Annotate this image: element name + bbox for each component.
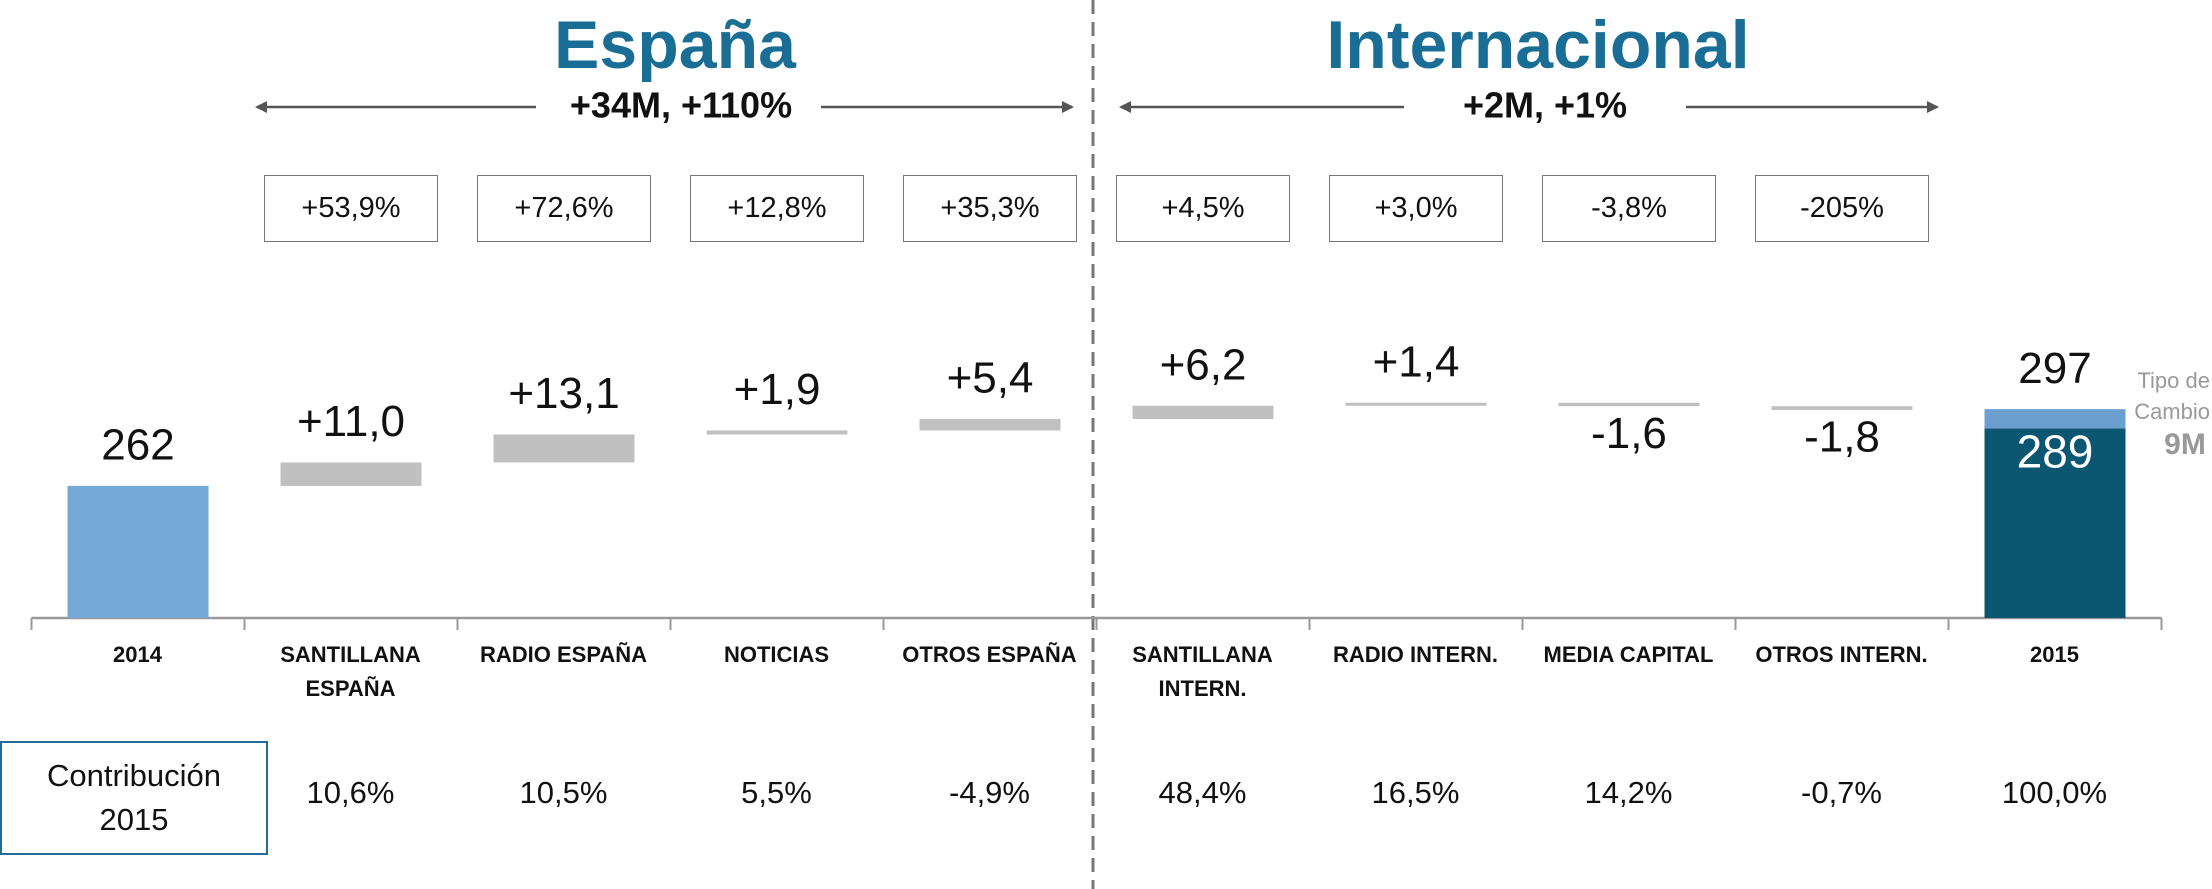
group-title: Internacional [1326, 7, 1749, 83]
bar [1345, 402, 1487, 406]
x-tick-label: SANTILLANA INTERN. [1132, 642, 1273, 701]
x-tick-label: SANTILLANA ESPAÑA [280, 642, 421, 701]
bar [919, 418, 1061, 431]
value-label: +1,4 [1373, 337, 1460, 386]
contribution-value: -4,9% [949, 775, 1030, 810]
growth-box: -205% [1755, 175, 1929, 242]
value-label: 262 [101, 421, 174, 470]
growth-box: -3,8% [1542, 175, 1716, 242]
growth-box: +53,9% [264, 175, 438, 242]
x-tick-label: OTROS INTERN. [1755, 642, 1928, 667]
group-summary: +2M, +1% [1463, 85, 1627, 126]
group-title: España [554, 7, 797, 83]
x-tick-label: 2014 [113, 642, 162, 667]
value-label: 297 [2018, 344, 2091, 393]
x-tick-label: OTROS ESPAÑA [902, 642, 1077, 667]
growth-box: +12,8% [690, 175, 864, 242]
value-label: +6,2 [1160, 340, 1247, 389]
bar [706, 430, 848, 435]
contribution-value: 48,4% [1158, 775, 1247, 810]
growth-box: +3,0% [1329, 175, 1503, 242]
fx-label: Tipo de [2137, 368, 2210, 393]
x-tick-label: MEDIA CAPITAL [1543, 642, 1714, 667]
bar [1771, 406, 1913, 411]
contribution-value: 10,6% [306, 775, 395, 810]
value-label: +1,9 [734, 365, 821, 414]
bar [1132, 405, 1274, 419]
bar [1984, 428, 2126, 618]
fx-value: 9M [2164, 428, 2206, 461]
contribution-value: 5,5% [741, 775, 812, 810]
bar [67, 485, 209, 618]
fx-label: Cambio [2134, 399, 2210, 424]
x-tick-label: NOTICIAS [723, 642, 830, 667]
bar [1558, 402, 1700, 407]
contribution-value: 16,5% [1371, 775, 1460, 810]
value-label: +5,4 [947, 354, 1034, 403]
bar [1984, 409, 2126, 429]
growth-box: +4,5% [1116, 175, 1290, 242]
growth-box: +35,3% [903, 175, 1077, 242]
contribution-value: 100,0% [2001, 775, 2108, 810]
x-tick-label: RADIO ESPAÑA [479, 642, 648, 667]
contribution-value: 10,5% [519, 775, 608, 810]
value-label: +13,1 [508, 369, 619, 418]
value-label: -1,6 [1591, 409, 1667, 458]
contribution-label: Contribución 2015 [0, 741, 268, 855]
growth-box: +72,6% [477, 175, 651, 242]
x-tick-label: 2015 [2030, 642, 2079, 667]
value-label: +11,0 [297, 397, 405, 446]
value-label: -1,8 [1804, 413, 1880, 462]
contribution-value: 14,2% [1584, 775, 1673, 810]
x-tick-label: RADIO INTERN. [1333, 642, 1498, 667]
bar [493, 434, 635, 463]
bar-label: 289 [2017, 425, 2094, 477]
bar [280, 462, 422, 486]
group-summary: +34M, +110% [570, 85, 792, 126]
contribution-value: -0,7% [1801, 775, 1882, 810]
